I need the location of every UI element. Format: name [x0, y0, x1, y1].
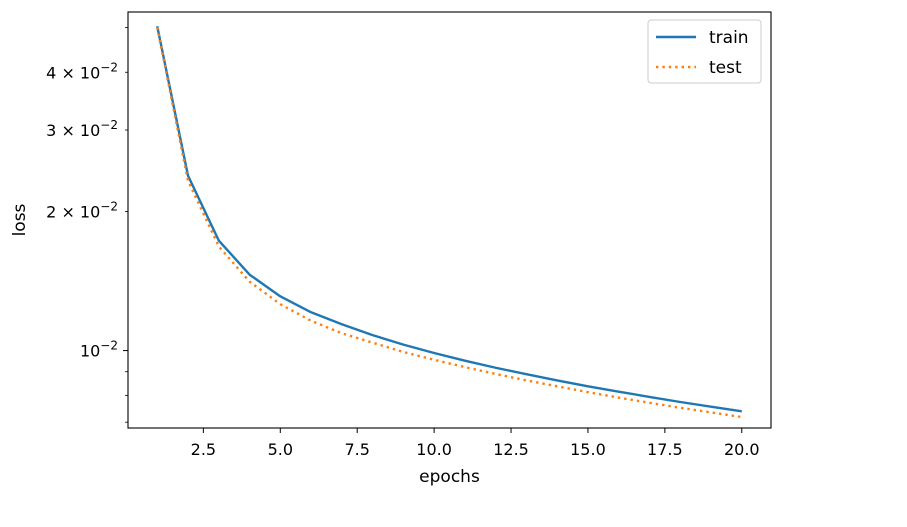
axes-frame [127, 11, 772, 429]
series-train-line [156, 26, 742, 413]
x-tick-label: 17.5 [647, 440, 683, 459]
x-tick-label: 15.0 [570, 440, 606, 459]
x-tick-label: 12.5 [493, 440, 529, 459]
x-tick-label: 20.0 [724, 440, 760, 459]
x-axis-label: epochs [419, 467, 480, 487]
y-tick-label: 2 × 10−2 [46, 199, 118, 221]
x-tick-label: 7.5 [344, 440, 369, 459]
y-axis-ticks: 10−2 2 × 10−2 3 × 10−2 4 × 10−2 [46, 27, 128, 423]
legend: train test [647, 19, 762, 84]
x-axis-ticks: 2.5 5.0 7.5 10.0 12.5 15.0 17.5 20.0 [191, 428, 760, 459]
legend-label-train: train [709, 28, 749, 48]
legend-label-test: test [709, 58, 742, 78]
series-layer [156, 26, 742, 419]
y-axis-label: loss [10, 203, 30, 236]
x-tick-label: 5.0 [268, 440, 293, 459]
y-tick-label: 10−2 [80, 339, 118, 361]
y-tick-label: 4 × 10−2 [46, 60, 118, 82]
x-tick-label: 10.0 [416, 440, 452, 459]
y-tick-label: 3 × 10−2 [46, 118, 118, 140]
x-tick-label: 2.5 [191, 440, 216, 459]
series-test-line [156, 27, 742, 419]
